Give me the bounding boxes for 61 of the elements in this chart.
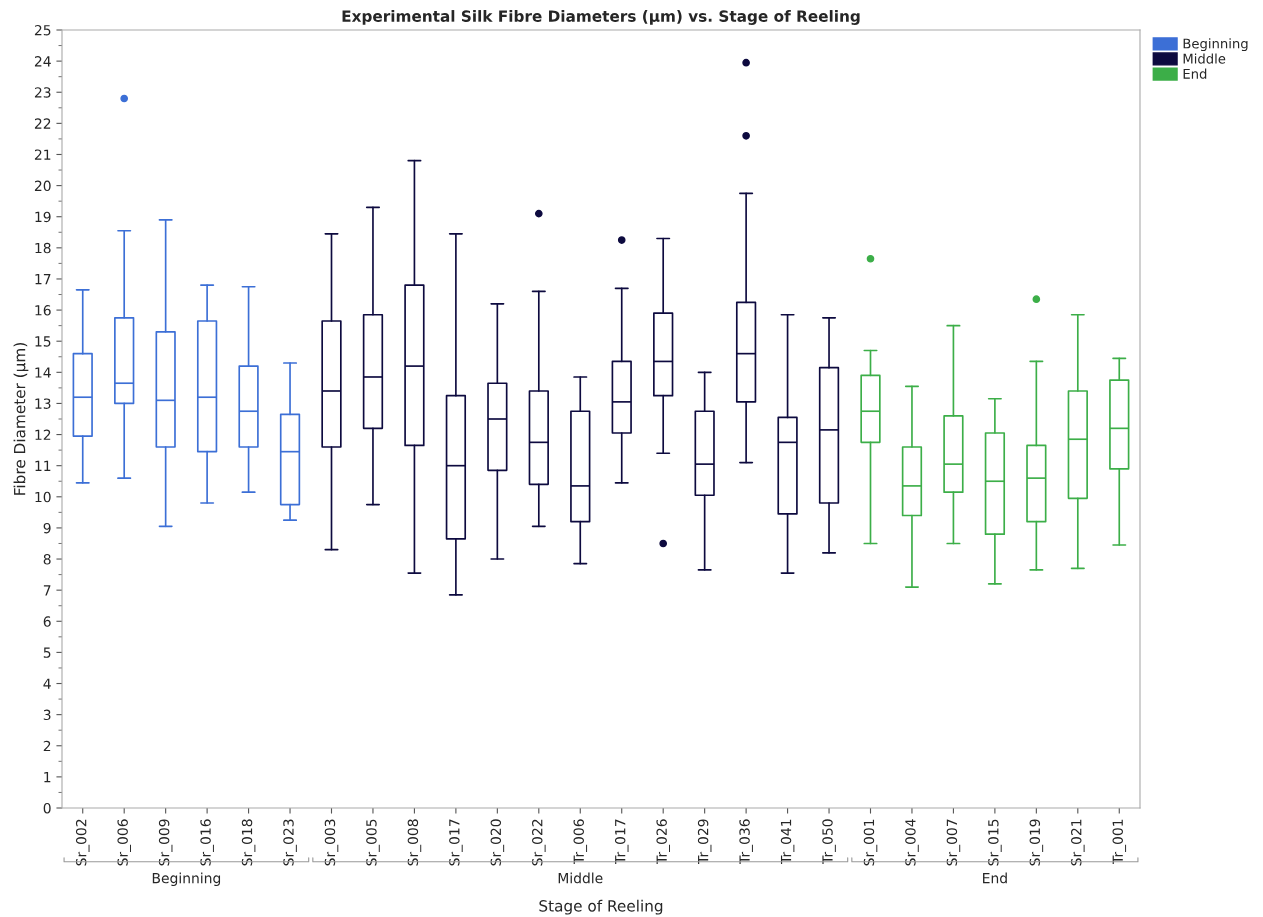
x-tick-label: Sr_006 (117, 819, 131, 866)
y-tick-label: 0 (43, 802, 51, 814)
legend-label: Beginning (1183, 38, 1248, 52)
x-tick-label: Sr_002 (75, 819, 90, 866)
x-tick-label: Sr_016 (200, 819, 214, 866)
x-tick-label: Tr_026 (656, 819, 670, 865)
x-tick-label: Sr_020 (490, 819, 505, 866)
y-tick-label: 4 (43, 678, 51, 689)
y-tick-label: 16 (35, 305, 51, 316)
x-tick-label: Tr_041 (780, 819, 795, 865)
y-tick-label: 5 (43, 647, 51, 658)
y-tick-label: 12 (35, 429, 51, 440)
y-axis-title: Fibre Diameter (µm) (13, 343, 29, 495)
y-tick-label: 14 (35, 367, 51, 378)
x-tick-label: Tr_050 (822, 819, 836, 865)
x-tick-label: Tr_001 (1112, 819, 1127, 865)
x-tick-label: Sr_004 (905, 819, 919, 866)
y-tick-label: 24 (34, 56, 51, 67)
y-tick-label: 13 (35, 398, 51, 409)
y-tick-label: 6 (43, 616, 51, 627)
x-tick-label: Sr_017 (449, 819, 463, 866)
y-tick-label: 9 (43, 522, 51, 534)
y-tick-label: 10 (35, 491, 51, 503)
text: Middle (558, 872, 603, 884)
text: End (983, 872, 1007, 884)
y-tick-label: 8 (43, 554, 51, 565)
x-tick-label: Tr_029 (697, 819, 712, 865)
x-tick-label: Sr_008 (407, 819, 422, 866)
x-tick-label: Sr_015 (988, 819, 1002, 866)
y-tick-label: 17 (35, 274, 51, 285)
x-tick-label: Tr_006 (573, 819, 588, 865)
y-tick-label: 25 (34, 24, 51, 36)
x-tick-label: Sr_019 (1029, 819, 1044, 866)
y-tick-label: 21 (34, 149, 51, 160)
x-tick-label: Tr_036 (739, 819, 753, 865)
y-tick-label: 20 (34, 180, 51, 192)
x-tick-label: Sr_005 (366, 819, 380, 866)
y-tick-label: 22 (34, 118, 51, 129)
x-tick-label: Sr_021 (1071, 819, 1085, 866)
x-tick-label: Sr_001 (863, 819, 878, 866)
legend-label: End (1183, 68, 1207, 79)
y-tick-label: 15 (35, 336, 51, 347)
y-tick-label: 11 (35, 460, 51, 471)
y-tick-label: 7 (43, 585, 51, 596)
text: Beginning (152, 872, 221, 887)
legend-label: Middle (1183, 53, 1226, 64)
x-tick-label: Tr_017 (614, 819, 629, 865)
x-axis-title: Stage of Reeling (539, 899, 663, 915)
y-tick-label: 23 (34, 87, 51, 98)
chart-title: Experimental Silk Fibre Diameters (µm) vs. Stage of Reeling (342, 10, 860, 25)
y-tick-label: 18 (35, 242, 51, 254)
x-tick-label: Sr_022 (532, 819, 546, 866)
x-tick-label: Sr_018 (241, 819, 256, 866)
y-tick-label: 2 (43, 740, 51, 752)
x-tick-label: Sr_003 (324, 819, 339, 866)
x-tick-label: Sr_023 (283, 819, 297, 866)
y-tick-label: 19 (35, 211, 51, 223)
y-tick-label: 3 (43, 709, 51, 721)
x-tick-label: Sr_007 (946, 819, 961, 866)
y-tick-label: 1 (44, 772, 51, 783)
x-tick-label: Sr_009 (158, 819, 173, 866)
